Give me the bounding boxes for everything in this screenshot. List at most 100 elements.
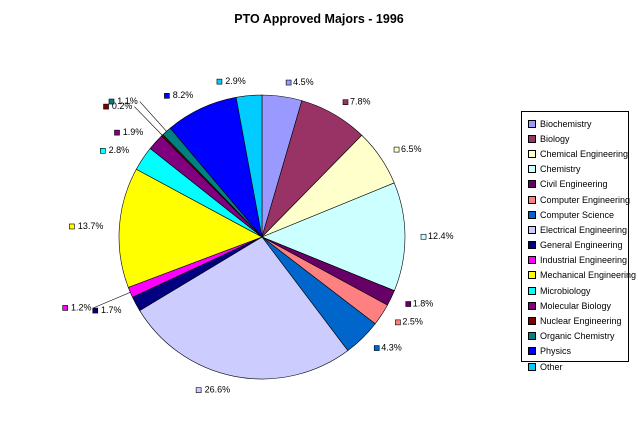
pie-slice-electrical-engineering xyxy=(139,236,349,380)
legend-label: Computer Science xyxy=(540,209,615,220)
data-label-text: 1.9% xyxy=(123,127,144,137)
legend-label: Computer Engineering xyxy=(540,194,631,205)
legend-swatch xyxy=(528,347,536,356)
legend-item-computer-science: Computer Science xyxy=(528,207,628,222)
legend-item-nuclear-engineering: Nuclear Engineering xyxy=(528,313,628,328)
data-label-computer-science: 4.3% xyxy=(373,342,402,352)
data-label-molecular-biology: 1.9% xyxy=(114,127,144,137)
legend-swatch xyxy=(528,271,536,280)
legend-swatch xyxy=(528,210,536,219)
legend-label: Mechanical Engineering xyxy=(540,270,637,281)
data-label-swatch xyxy=(69,223,75,230)
data-label-swatch xyxy=(195,387,202,393)
legend-item-biology: Biology xyxy=(528,131,628,146)
legend-swatch xyxy=(528,195,536,204)
legend-label: Biology xyxy=(540,133,570,144)
legend-item-industrial-engineering: Industrial Engineering xyxy=(528,253,628,268)
data-label-swatch xyxy=(420,233,427,240)
legend-label: Industrial Engineering xyxy=(540,255,628,266)
legend-swatch xyxy=(528,317,536,326)
leader-line xyxy=(93,292,131,309)
data-label-nuclear-engineering: 0.2% xyxy=(103,101,163,136)
legend-item-general-engineering: General Engineering xyxy=(528,238,628,253)
data-label-swatch xyxy=(395,319,401,326)
legend-label: Molecular Biology xyxy=(540,300,612,311)
data-label-swatch xyxy=(164,93,170,99)
data-label-industrial-engineering: 1.2% xyxy=(62,292,131,312)
data-label-swatch xyxy=(62,305,68,311)
data-label-text: 1.8% xyxy=(413,298,434,308)
legend-swatch xyxy=(528,180,536,189)
legend-item-molecular-biology: Molecular Biology xyxy=(528,298,628,313)
data-label-other: 2.9% xyxy=(216,76,246,86)
legend-item-organic-chemistry: Organic Chemistry xyxy=(528,329,628,344)
data-label-text: 0.2% xyxy=(112,101,133,111)
data-label-biochemistry: 4.5% xyxy=(285,77,314,87)
legend-label: General Engineering xyxy=(540,240,623,251)
data-label-text: 13.7% xyxy=(78,221,104,231)
legend-swatch xyxy=(528,286,536,295)
legend-list: Biochemistry Biology Chemical Engineering C… xyxy=(522,112,636,374)
leader-line xyxy=(139,101,167,132)
legend-item-chemical-engineering: Chemical Engineering xyxy=(528,146,628,161)
data-label-mechanical-engineering: 13.7% xyxy=(69,221,103,231)
legend-swatch xyxy=(528,241,536,250)
data-label-text: 4.3% xyxy=(381,342,402,352)
data-label-swatch xyxy=(342,99,349,105)
data-label-swatch xyxy=(103,103,109,110)
data-label-physics: 8.2% xyxy=(164,90,193,100)
data-label-civil-engineering: 1.8% xyxy=(405,298,434,308)
data-label-electrical-engineering: 26.6% xyxy=(195,385,230,395)
legend-label: Chemical Engineering xyxy=(540,148,629,159)
data-label-organic-chemistry: 1.1% xyxy=(108,96,167,132)
legend-item-biochemistry: Biochemistry xyxy=(528,116,628,131)
legend-swatch xyxy=(528,301,536,310)
data-label-text: 4.5% xyxy=(293,77,314,87)
legend: Biochemistry Biology Chemical Engineering C… xyxy=(521,111,636,372)
legend-swatch xyxy=(528,149,536,158)
legend-swatch xyxy=(528,362,536,371)
data-label-swatch xyxy=(216,78,223,85)
data-label-microbiology: 2.8% xyxy=(100,145,129,155)
legend-swatch xyxy=(528,256,536,265)
data-label-chemical-engineering: 6.5% xyxy=(393,144,422,154)
chart-title: PTO Approved Majors - 1996 xyxy=(234,12,404,26)
data-label-swatch xyxy=(373,345,380,351)
data-label-computer-engineering: 2.5% xyxy=(395,317,423,327)
legend-label: Physics xyxy=(540,346,572,357)
legend-label: Organic Chemistry xyxy=(540,331,615,342)
data-label-swatch xyxy=(100,148,106,154)
legend-label: Biochemistry xyxy=(540,118,592,129)
legend-item-chemistry: Chemistry xyxy=(528,162,628,177)
legend-item-physics: Physics xyxy=(528,344,628,359)
legend-swatch xyxy=(528,225,536,234)
data-label-swatch xyxy=(114,129,120,136)
pie-slice-mechanical-engineering xyxy=(118,168,263,288)
data-label-biology: 7.8% xyxy=(342,97,371,107)
legend-label: Civil Engineering xyxy=(540,179,608,190)
data-label-text: 12.4% xyxy=(428,231,454,241)
legend-item-other: Other xyxy=(528,359,628,374)
data-label-text: 1.2% xyxy=(71,302,92,312)
data-label-text: 7.8% xyxy=(350,97,371,107)
data-label-text: 8.2% xyxy=(173,90,194,100)
data-label-text: 2.5% xyxy=(402,317,423,327)
data-label-text: 1.1% xyxy=(117,96,138,106)
legend-swatch xyxy=(528,134,536,143)
data-label-swatch xyxy=(405,301,412,307)
data-label-text: 2.9% xyxy=(225,76,246,86)
legend-item-computer-engineering: Computer Engineering xyxy=(528,192,631,207)
data-label-swatch xyxy=(285,79,292,86)
legend-item-mechanical-engineering: Mechanical Engineering xyxy=(528,268,636,283)
legend-label: Chemistry xyxy=(540,164,581,175)
data-label-swatch xyxy=(108,98,115,105)
data-label-swatch xyxy=(393,146,400,153)
legend-item-civil-engineering: Civil Engineering xyxy=(528,177,628,192)
legend-item-microbiology: Microbiology xyxy=(528,283,628,298)
legend-swatch xyxy=(528,165,536,174)
pie-slice-chemistry xyxy=(261,182,406,292)
data-label-chemistry: 12.4% xyxy=(420,231,454,241)
legend-swatch xyxy=(528,332,536,341)
